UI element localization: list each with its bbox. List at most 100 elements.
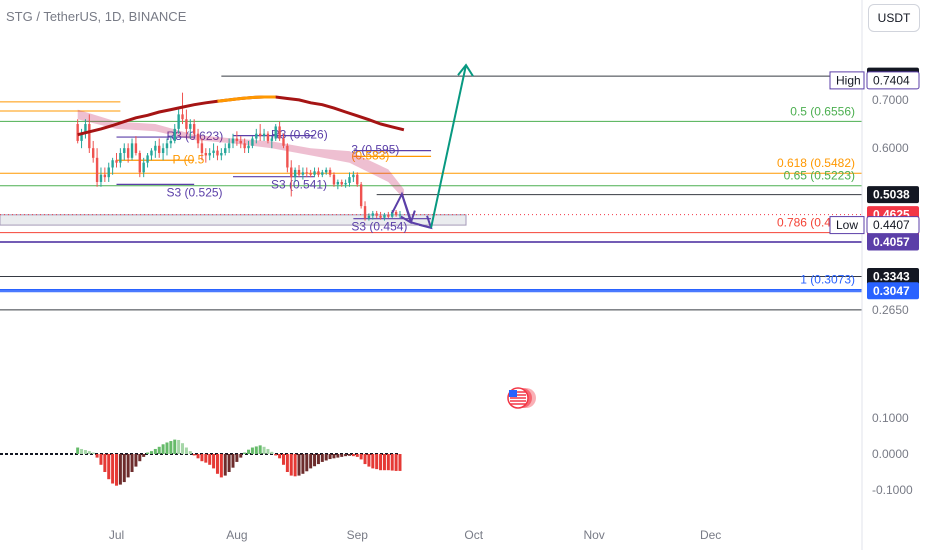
oscillator-bar [235,454,239,462]
symbol-title: STG / TetherUS, 1D, BINANCE [6,9,187,24]
candle-body [84,124,87,134]
oscillator-tick: 0.1000 [872,411,909,425]
oscillator-bar [379,454,383,471]
candle-body [76,124,79,141]
pivot-label: P (0.5 [173,152,205,166]
oscillator-bar [278,454,282,459]
candle-body [332,174,336,185]
oscillator-bar [390,454,394,471]
oscillator-bar [83,450,87,454]
candle-body [309,173,312,175]
price-label-value: 0.5038 [873,188,910,202]
candle-body [371,213,374,216]
oscillator-bar [91,452,95,454]
oscillator-bar [153,448,157,454]
oscillator-bar [258,445,262,454]
oscillator-bar [76,447,80,454]
oscillator-bar [219,454,223,478]
candle-body [258,133,262,137]
date-tick: Nov [583,528,604,542]
candle-body [165,143,169,149]
oscillator-bar [254,446,258,454]
oscillator-bar [301,454,305,474]
candle-body [92,148,95,158]
target-arrow [430,64,467,229]
candle-body [270,138,274,141]
candle-body [196,133,200,144]
oscillator-bar [355,454,359,457]
price-label-badge [867,233,919,251]
date-tick: Jul [109,528,124,542]
oscillator-bar [223,454,227,476]
price-label-value: 0.3343 [873,269,910,283]
fib-level-label: 0.65 (0.5223) [784,169,855,183]
candle-body [379,215,382,218]
oscillator-tick: -0.1000 [872,483,913,497]
oscillator-bar [293,454,297,477]
oscillator-bar [320,454,324,462]
oscillator-bar [122,454,126,483]
candle-body [204,153,208,156]
currency-button[interactable]: USDT [868,4,920,32]
oscillator-bar [289,454,293,476]
oscillator-bar [270,451,274,454]
oscillator-bar [367,454,371,467]
oscillator-bar [336,454,340,458]
candle-body [387,214,390,217]
candle-body [313,171,316,175]
date-tick: Aug [226,528,247,542]
candle-body [251,138,254,146]
oscillator-bar [204,454,208,463]
candle-body [123,148,126,154]
price-prefix-label: High [836,73,861,87]
candle-body [375,213,378,216]
oscillator-bar [146,452,150,454]
candle-body [328,169,332,175]
candle-body [88,124,91,149]
flag-canton [509,390,517,397]
candle-body [134,143,138,154]
price-prefix-box [829,216,865,235]
candle-body [216,150,219,156]
oscillator-bar [111,454,115,484]
price-label-badge [866,71,920,90]
oscillator-bar [188,451,192,454]
oscillator-bar [157,446,161,454]
oscillator-bar [316,454,320,465]
pivot-label: (0.583) [351,148,389,162]
candle-body [173,128,176,141]
candle-body [293,169,297,178]
oscillator-bar [138,454,142,462]
candle-body [243,143,246,149]
oscillator-bar [309,454,313,469]
price-prefix-box [829,71,865,90]
candle-body [363,206,367,219]
candle-body [115,160,118,163]
oscillator-bar [332,454,336,459]
candle-body [383,214,386,218]
pivot-label: R3 (0.626) [271,128,328,142]
price-label-value: 0.7404 [873,73,910,87]
oscillator-bar [231,454,235,468]
candle-body [150,150,153,156]
date-tick: Dec [700,528,721,542]
oscillator-bar [375,454,379,470]
candle-body [200,143,204,154]
oscillator-bar [371,454,375,469]
candle-body [212,150,215,154]
oscillator-bar [142,454,146,457]
candle-body [356,174,359,185]
candle-body [158,145,161,154]
pivot-label: S3 (0.454) [351,220,407,234]
oscillator-bar [348,454,351,456]
candle-body [255,133,258,139]
price-label-badge [867,186,919,204]
candle-body [231,138,235,144]
candle-body [80,133,83,141]
pivot-label: 3 (0.595) [351,143,399,157]
candle-body [282,138,285,146]
oscillator-bar [328,454,332,460]
target-arrowhead [457,63,474,77]
candle-body [220,153,223,156]
